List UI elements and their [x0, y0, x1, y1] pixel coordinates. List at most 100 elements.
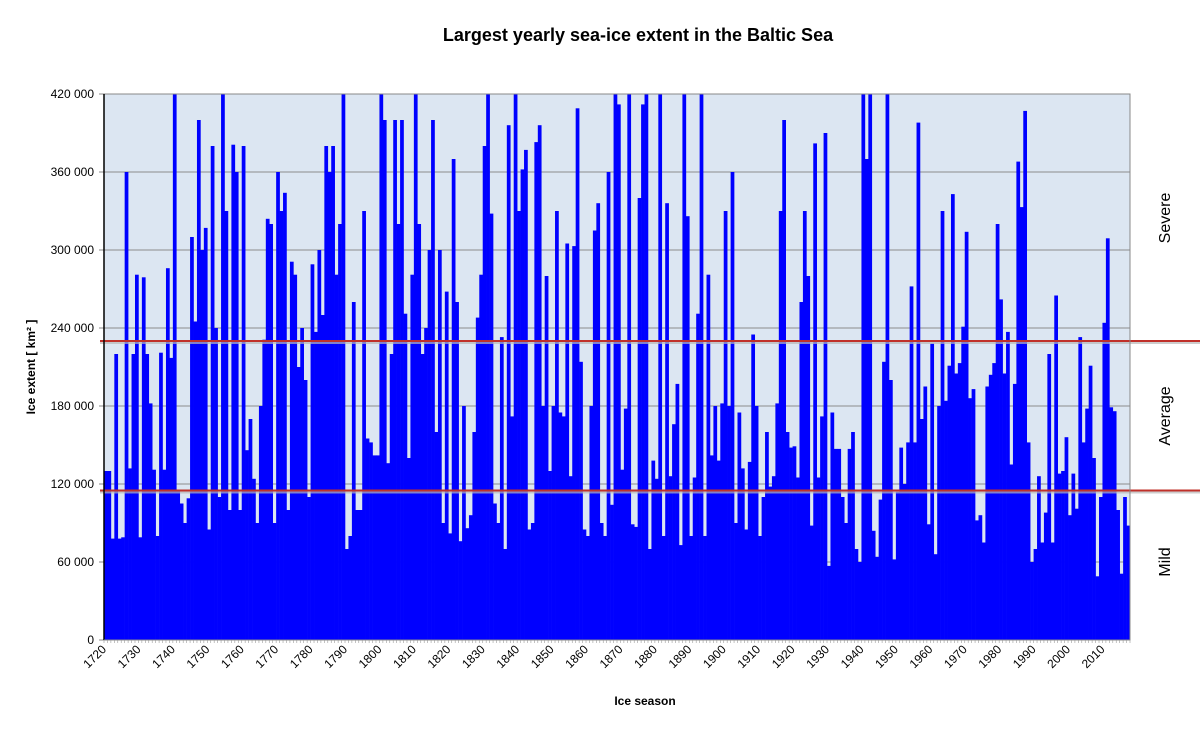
bar-1844: [530, 523, 535, 640]
bar-1970: [964, 231, 969, 641]
bar-1834: [496, 523, 501, 640]
y-tick-label: 0: [87, 633, 94, 647]
bar-1887: [678, 545, 683, 640]
bar-1791: [348, 536, 353, 640]
bar-1809: [410, 274, 415, 640]
x-tick-label: 1990: [1010, 642, 1039, 671]
x-tick-label: 1780: [287, 642, 316, 671]
bar-1846: [537, 125, 542, 640]
bar-1769: [272, 523, 277, 640]
chart-title: Largest yearly sea-ice extent in the Bal…: [443, 25, 834, 45]
bar-1808: [406, 458, 411, 640]
bar-1790: [345, 549, 349, 640]
bar-1881: [658, 94, 663, 640]
bar-1729: [134, 274, 139, 640]
bar-1722: [110, 538, 115, 640]
bar-2010: [1102, 322, 1107, 640]
bar-1886: [675, 383, 680, 640]
bar-1784: [324, 146, 329, 640]
bar-1833: [493, 503, 497, 640]
bar-2000: [1068, 515, 1072, 640]
bar-1806: [400, 120, 404, 640]
bar-1798: [372, 455, 377, 640]
bar-1999: [1064, 437, 1069, 640]
bar-1763: [252, 478, 256, 640]
bar-1785: [327, 172, 332, 640]
bar-1735: [155, 536, 160, 640]
bar-1737: [162, 469, 167, 640]
bar-1864: [599, 523, 604, 640]
bar-1832: [489, 213, 494, 640]
bar-1773: [286, 510, 291, 640]
bar-1857: [575, 108, 580, 641]
bar-1957: [919, 419, 924, 640]
x-tick-label: 2010: [1079, 642, 1108, 671]
bar-1782: [317, 250, 322, 640]
bar-1968: [957, 363, 962, 640]
x-tick-label: 1950: [872, 642, 901, 671]
x-tick-label: 1820: [425, 642, 454, 671]
bar-1953: [906, 442, 910, 640]
bar-1756: [227, 510, 232, 640]
bar-1900: [723, 211, 728, 640]
bar-1906: [744, 529, 749, 640]
bar-1831: [486, 94, 490, 640]
bar-1984: [1012, 383, 1017, 640]
bar-1745: [190, 237, 194, 640]
bar-1866: [606, 172, 611, 640]
bar-1963: [940, 211, 945, 640]
bar-1974: [978, 515, 983, 640]
x-tick-label: 1940: [838, 642, 867, 671]
bar-1905: [740, 468, 745, 640]
bar-1765: [258, 406, 263, 640]
bar-1883: [665, 203, 669, 640]
bar-1758: [234, 172, 239, 640]
bar-1904: [737, 412, 742, 640]
bar-1734: [152, 469, 156, 640]
bar-1919: [789, 447, 793, 640]
bar-1822: [455, 302, 459, 640]
bar-1928: [820, 416, 824, 640]
bar-1929: [823, 133, 828, 640]
bar-1813: [424, 328, 428, 640]
bar-1935: [844, 523, 848, 640]
bar-1962: [937, 406, 941, 640]
bar-1952: [902, 484, 907, 640]
bar-2016: [1123, 497, 1127, 640]
bar-1801: [382, 120, 387, 640]
bar-1863: [596, 203, 601, 640]
bar-1867: [610, 504, 614, 640]
bar-1885: [672, 424, 676, 640]
bar-1807: [403, 313, 408, 640]
bar-1939: [858, 562, 862, 640]
y-tick-label: 180 000: [51, 399, 95, 413]
bar-1890: [689, 536, 694, 640]
bar-1938: [854, 549, 859, 640]
bar-1922: [799, 302, 804, 640]
bar-1848: [544, 276, 549, 640]
bar-1839: [513, 94, 518, 640]
bar-1931: [830, 412, 835, 640]
bar-1871: [623, 408, 628, 640]
y-tick-label: 120 000: [51, 477, 95, 491]
bar-1794: [358, 510, 363, 640]
bar-2007: [1092, 458, 1096, 640]
bar-1816: [434, 432, 439, 640]
x-tick-label: 1920: [769, 642, 798, 671]
bar-1899: [720, 403, 725, 640]
zone-label-severe: Severe: [1157, 193, 1174, 244]
bar-1815: [431, 120, 435, 640]
x-tick-label: 1930: [803, 642, 832, 671]
bar-2001: [1071, 473, 1076, 640]
bar-1774: [289, 261, 294, 640]
x-tick-label: 1870: [597, 642, 626, 671]
bar-1892: [696, 313, 700, 640]
axes: [103, 93, 1131, 643]
bar-1924: [806, 276, 811, 640]
x-tick-label: 1980: [976, 642, 1005, 671]
bar-2015: [1119, 573, 1124, 640]
bar-1998: [1061, 471, 1065, 640]
bar-1920: [792, 446, 797, 640]
bar-1814: [427, 250, 432, 640]
bar-1851: [555, 211, 559, 640]
